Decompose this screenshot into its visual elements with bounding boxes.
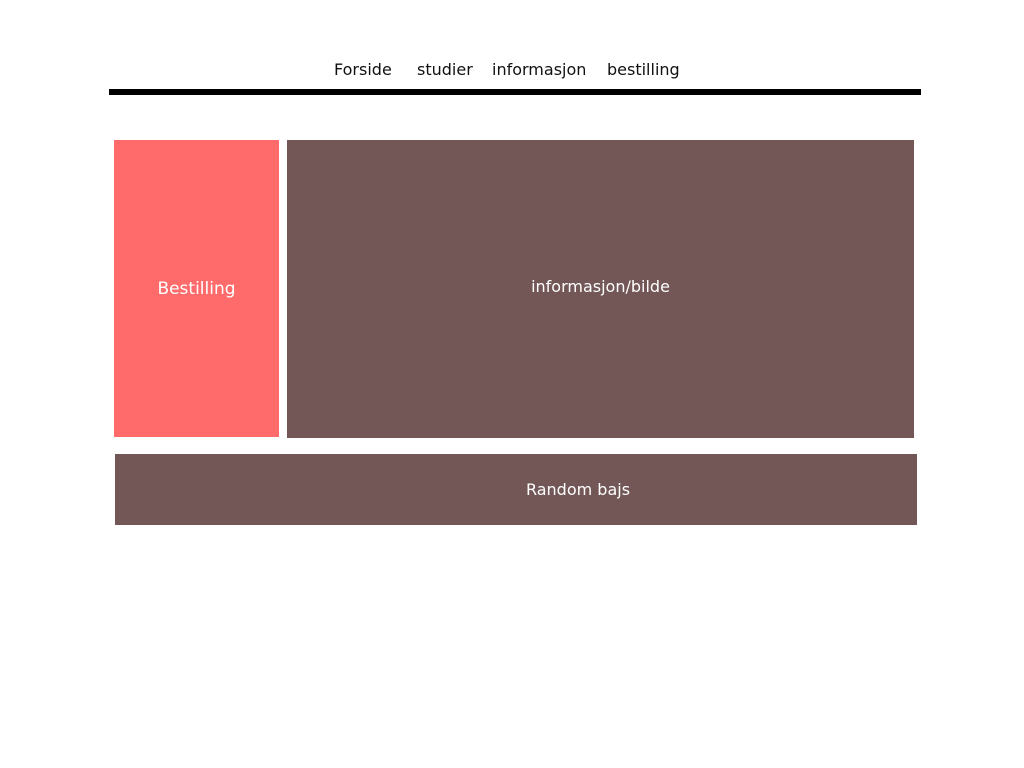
info-image-panel-label: informasjon/bilde [531, 276, 670, 296]
nav-item-studier[interactable]: studier [417, 60, 473, 79]
nav-item-bestilling[interactable]: bestilling [607, 60, 680, 79]
nav-item-forside[interactable]: Forside [334, 60, 392, 79]
info-image-panel: informasjon/bilde [287, 140, 914, 438]
header-divider [109, 89, 921, 95]
order-panel-label: Bestilling [157, 278, 236, 299]
top-nav: Forside studier informasjon bestilling [0, 59, 1024, 81]
random-panel: Random bajs [115, 454, 917, 525]
nav-item-informasjon[interactable]: informasjon [492, 60, 587, 79]
random-panel-label: Random bajs [525, 480, 631, 499]
order-panel: Bestilling [114, 140, 279, 437]
